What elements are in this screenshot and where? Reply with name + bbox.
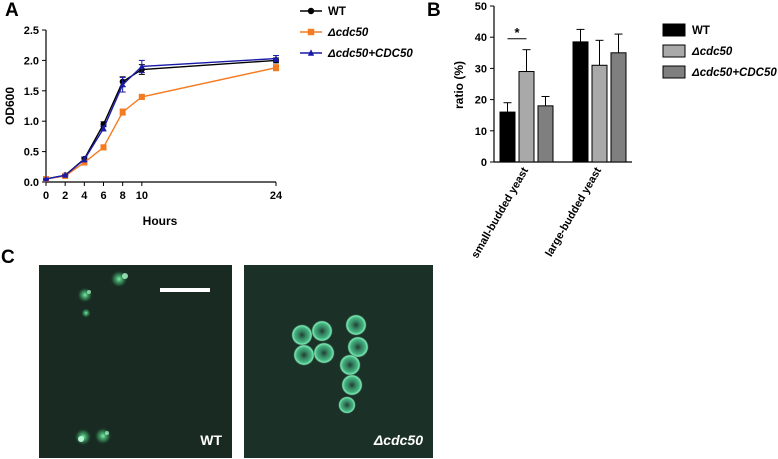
bar [499,111,516,163]
x-tick-label: 0 [43,190,49,202]
y-tick-label: 10 [475,126,487,138]
y-tick-label: 1.5 [24,86,39,98]
y-tick-label: 20 [475,95,487,107]
series-line [45,59,277,180]
growth-curve-chart: 0.00.51.01.52.02.50 2 4 6 8 10 24 WTΔcdc50Δcdc… [3,6,413,228]
panel-label-a: A [5,0,19,21]
bar [591,64,608,163]
bar [572,41,589,163]
budding-ratio-chart: 0 10 20 30 40 50 small-budded yeast large-budd… [452,1,777,260]
scale-bar [160,288,210,292]
x-tick-label: 2 [62,190,68,202]
data-point [119,109,126,116]
data-point [307,7,315,15]
micrograph-label-wt: WT [200,432,222,448]
y-axis-label: OD600 [3,87,17,125]
data-point [138,62,145,69]
micrograph-label-cdc50: Δcdc50 [373,432,423,448]
y-tick-label: 0 [481,157,487,169]
x-tick-label: 8 [120,190,126,202]
y-tick-label: 1.0 [24,116,39,128]
significance-marker: * [514,25,520,40]
x-tick-label: 6 [100,190,106,202]
legend-entry: WT [328,6,346,18]
data-point [81,156,88,163]
y-tick-label: 0.0 [24,177,39,189]
data-point [43,175,49,182]
data-point [273,64,279,71]
data-point [81,159,88,166]
x-axis-label: Hours [143,214,178,228]
data-point [307,28,315,36]
data-point [100,124,107,131]
data-point [100,144,107,151]
x-tick-label: 4 [81,190,88,202]
legend-entry: Δcdc50+CDC50 [327,48,413,60]
y-tick-label: 30 [475,63,487,75]
legend-entry: Δcdc50 [327,27,369,39]
panel-label-c: C [1,247,15,268]
y-tick-label: 2.0 [24,55,39,67]
x-tick-label: 24 [270,190,283,202]
legend-swatch [662,65,686,79]
legend-entry: Δcdc50 [691,46,733,58]
micrograph-cdc50: Δcdc50 [244,265,433,458]
data-point [273,55,279,62]
category-label: small-budded yeast [469,165,531,260]
yeast-cells-wt [74,270,128,446]
data-point [62,171,69,178]
bar [518,71,535,163]
y-tick-label: 40 [475,32,487,44]
category-label: large-budded yeast [543,165,604,259]
data-point [138,93,145,100]
bar [537,105,554,163]
data-point [119,81,126,88]
micrograph-wt: WT [39,265,232,458]
legend-entry: Δcdc50+CDC50 [691,67,777,79]
bar [610,52,627,163]
x-tick-label: 10 [136,190,148,202]
series-line [45,57,277,180]
data-point [307,49,315,56]
y-tick-label: 0.5 [24,147,39,159]
y-tick-label: 2.5 [24,25,39,37]
yeast-cells-cdc50 [291,314,369,414]
legend-entry: WT [692,25,710,37]
legend-swatch [662,23,686,37]
y-axis-label: ratio (%) [452,61,466,109]
y-tick-label: 50 [475,1,487,13]
panel-label-b: B [427,0,441,21]
legend-swatch [662,44,686,58]
